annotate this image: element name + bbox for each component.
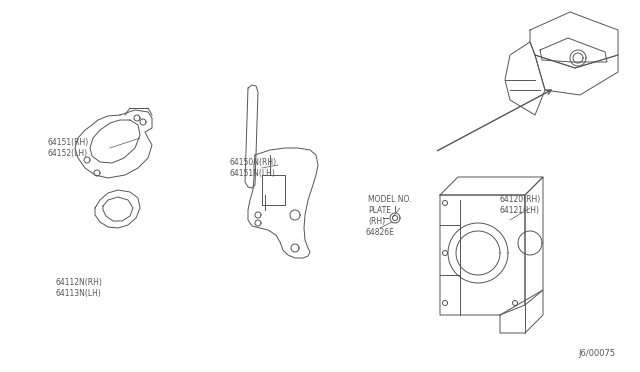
Text: 64150N(RH)
64151N(LH): 64150N(RH) 64151N(LH): [230, 158, 277, 178]
Text: 64112N(RH)
64113N(LH): 64112N(RH) 64113N(LH): [55, 278, 102, 298]
Text: 64120(RH)
64121(LH): 64120(RH) 64121(LH): [500, 195, 541, 215]
Text: MODEL NO.
PLATE
(RH): MODEL NO. PLATE (RH): [368, 195, 412, 226]
Text: J6/00075: J6/00075: [578, 349, 615, 358]
Text: 64826E: 64826E: [365, 228, 394, 237]
Text: 64151(RH)
64152(LH): 64151(RH) 64152(LH): [47, 138, 88, 158]
